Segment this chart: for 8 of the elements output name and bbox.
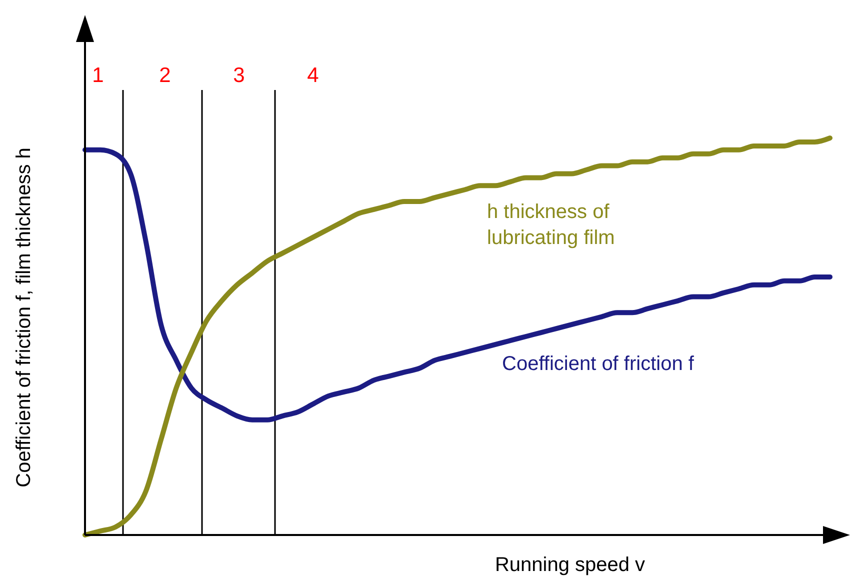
y-axis-title: Coefficient of friction f, film thickness h bbox=[13, 148, 35, 488]
series-label: Coefficient of friction f bbox=[502, 353, 694, 375]
text: 2 bbox=[159, 64, 171, 87]
x-axis-title: Running speed v bbox=[494, 554, 646, 576]
text: 3 bbox=[233, 64, 245, 87]
text: 4 bbox=[307, 64, 320, 87]
series-label: h thickness of lubricating film bbox=[487, 201, 615, 249]
text: 1 bbox=[92, 64, 104, 87]
